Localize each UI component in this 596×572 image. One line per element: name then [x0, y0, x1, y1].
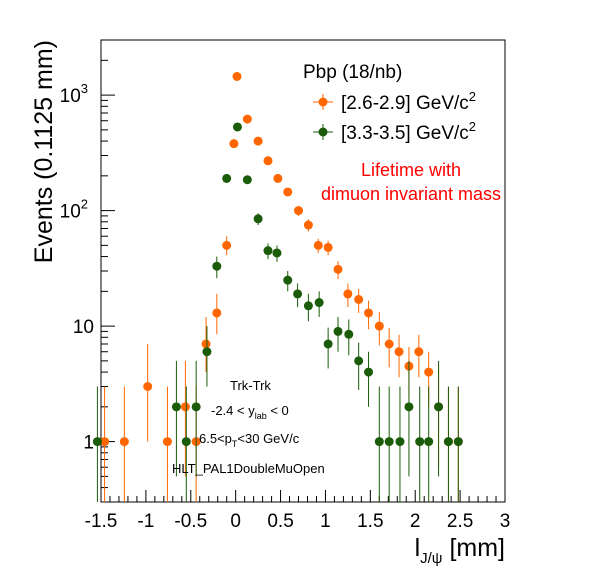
- data-point: [253, 214, 263, 224]
- x-axis-ticks: -1.5 -1 -0.5 0 0.5 1 1.5 2 2.5 3: [85, 490, 511, 532]
- data-point: [229, 139, 239, 149]
- data-point: [314, 298, 324, 308]
- data-point: [283, 187, 293, 197]
- legend: Pbp (18/nb) [2.6-2.9] GeV/c2 [3.3-3.5] G…: [303, 62, 476, 144]
- note-rapidity: -2.4 < ylab < 0: [211, 403, 289, 421]
- note-trk-trk: Trk-Trk: [230, 378, 271, 393]
- x-tick-label: 0: [230, 511, 241, 532]
- x-tick-label: 0.5: [267, 511, 293, 532]
- data-point: [404, 402, 414, 412]
- data-point: [343, 289, 353, 299]
- x-tick-label: 3: [500, 511, 511, 532]
- data-point: [364, 308, 374, 318]
- data-point: [395, 437, 405, 447]
- data-point: [119, 437, 129, 447]
- data-point: [364, 367, 374, 377]
- data-point: [384, 339, 394, 349]
- data-point: [181, 437, 191, 447]
- note-trigger: HLT_PAL1DoubleMuOpen: [172, 461, 325, 476]
- data-point: [171, 402, 181, 412]
- data-point: [313, 240, 323, 250]
- data-point: [394, 347, 404, 357]
- note-pt: 6.5<pT<30 GeV/c: [199, 431, 300, 449]
- data-point: [212, 308, 222, 318]
- data-point: [143, 382, 153, 391]
- data-point: [272, 248, 282, 258]
- data-point: [242, 175, 252, 185]
- data-point: [414, 347, 424, 357]
- data-point: [273, 173, 283, 183]
- x-tick-label: -1: [137, 511, 154, 532]
- data-point: [443, 437, 453, 447]
- data-point: [384, 437, 394, 447]
- x-axis-title-sub: J/ψ: [420, 550, 442, 567]
- data-point: [253, 136, 263, 146]
- data-point: [212, 261, 222, 271]
- data-point: [180, 402, 190, 412]
- data-point: [263, 246, 273, 256]
- data-point: [434, 402, 444, 412]
- data-point: [303, 220, 313, 230]
- data-point: [232, 122, 242, 132]
- data-point: [202, 347, 212, 357]
- data-point: [283, 275, 293, 285]
- data-point: [222, 240, 232, 250]
- series-green: [92, 122, 463, 502]
- x-axis-title-main: l: [415, 534, 421, 562]
- data-point: [201, 339, 211, 349]
- data-point: [453, 437, 463, 447]
- x-tick-label: 2: [410, 511, 421, 532]
- legend-marker-orange: [313, 94, 333, 110]
- data-point: [100, 437, 110, 447]
- legend-entry-green: [3.3-3.5] GeV/c2: [341, 119, 476, 144]
- x-axis-title-unit: [mm]: [443, 534, 506, 562]
- y-tick-label: 102: [60, 197, 88, 223]
- y-tick-label: 103: [60, 81, 88, 107]
- data-point: [263, 156, 273, 166]
- data-point: [354, 356, 364, 366]
- data-point: [415, 437, 425, 447]
- x-tick-label: -1.5: [85, 511, 118, 532]
- data-point: [191, 402, 201, 412]
- x-tick-label: 1.5: [357, 511, 383, 532]
- x-tick-label: 1: [320, 511, 331, 532]
- data-point: [333, 264, 343, 274]
- data-point: [162, 437, 172, 447]
- data-point: [232, 71, 242, 81]
- data-point: [354, 294, 364, 304]
- data-point: [333, 326, 343, 336]
- data-point: [323, 339, 333, 349]
- data-point: [424, 437, 434, 447]
- x-tick-label: 2.5: [447, 511, 473, 532]
- data-point: [293, 289, 303, 299]
- data-point: [374, 321, 384, 331]
- y-tick-label: 1: [83, 433, 94, 454]
- legend-header: Pbp (18/nb): [303, 62, 402, 83]
- legend-marker-green: [313, 124, 333, 140]
- data-point: [323, 242, 333, 252]
- data-point: [92, 437, 102, 447]
- data-point: [222, 173, 232, 183]
- y-axis-title: Events (0.1125 mm): [30, 40, 58, 263]
- data-point: [374, 437, 384, 447]
- data-point: [242, 114, 252, 124]
- data-point: [303, 301, 313, 311]
- data-point: [344, 329, 354, 339]
- legend-entry-orange: [2.6-2.9] GeV/c2: [341, 89, 476, 114]
- annotation-line-2: dimuon invariant mass: [321, 184, 501, 204]
- data-point: [424, 367, 434, 377]
- y-tick-label: 10: [73, 317, 94, 338]
- y-axis-ticks: 1 10 102 103: [60, 39, 115, 503]
- annotation-line-1: Lifetime with: [361, 160, 461, 180]
- x-axis-title: lJ/ψ [mm]: [415, 534, 505, 567]
- series-layer: [92, 71, 463, 502]
- x-tick-label: -0.5: [174, 511, 207, 532]
- data-point: [294, 206, 304, 216]
